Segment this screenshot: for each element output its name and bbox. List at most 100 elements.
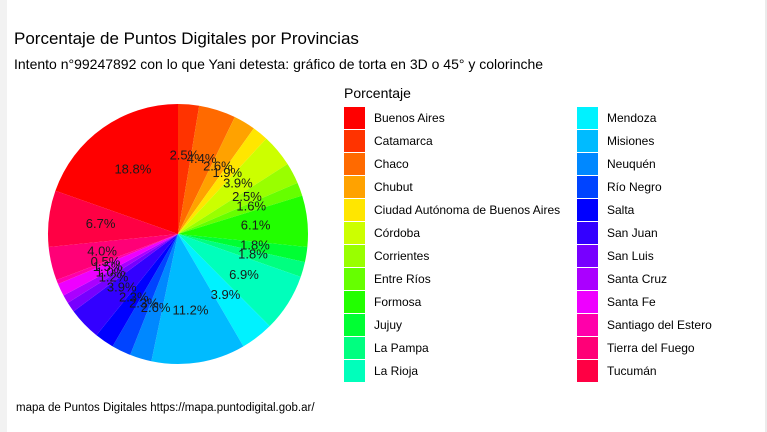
slice-label: 4.0% [87,243,117,258]
legend-key [577,314,598,336]
pie-slice [178,117,254,234]
chart-caption: mapa de Puntos Digitales https://mapa.pu… [16,402,315,414]
legend-label: San Juan [607,226,658,240]
slice-label: 1.6% [236,199,266,214]
pie-labels: 18.8%2.5%4.4%2.6%1.9%3.9%2.5%1.6%6.1%1.8… [86,148,271,318]
chart-subtitle: Intento n°99247892 con lo que Yani detes… [14,56,544,72]
slice-label: 6.9% [229,267,259,282]
legend-title: Porcentaje [344,85,411,101]
legend-key [344,199,365,221]
slice-label: 1.8% [238,247,268,262]
legend-label: Santiago del Estero [607,318,712,332]
slice-label: 6.1% [241,218,271,233]
legend-label: Santa Cruz [607,272,668,286]
legend-label: Tucumán [607,364,657,378]
pie-slice [178,234,305,277]
pie-slice [96,234,178,347]
slice-label: 2.3% [119,290,149,305]
pie-slice [112,234,178,355]
legend-label: Neuquén [607,157,656,171]
legend-key [344,176,365,198]
legend-label: Córdoba [374,226,421,240]
legend-key [577,153,598,175]
legend-label: Río Negro [607,180,662,194]
pie-slice [55,103,178,234]
legend-key [344,245,365,267]
page-edge [0,0,7,432]
legend-key [344,153,365,175]
legend-key [344,268,365,290]
legend-label: Buenos Aires [374,111,445,125]
chart-title: Porcentaje de Puntos Digitales por Provi… [14,29,359,48]
slice-label: 3.9% [107,279,137,294]
legend-label: San Luis [607,249,654,263]
slice-label: 2.5% [232,189,262,204]
legend-key [577,360,598,382]
legend-key [577,130,598,152]
legend-label: Formosa [374,295,422,309]
pie-slice [178,195,308,247]
pie-slice [178,104,200,234]
slice-label: 2.3% [129,296,159,311]
legend-key [344,337,365,359]
legend-label: Ciudad Autónoma de Buenos Aires [374,203,561,217]
legend-key [577,268,598,290]
slice-label: 2.6% [141,300,171,315]
legend-key [344,314,365,336]
pie-slice [48,190,179,247]
pie-slice [178,182,303,234]
legend-label: La Pampa [374,341,429,355]
legend-label: Chaco [374,157,409,171]
legend-label: Catamarca [374,134,433,148]
pie-slice [73,234,178,336]
legend-key [577,176,598,198]
legend-key [577,199,598,221]
slice-label: 4.4% [187,151,217,166]
pie-slice [178,234,270,347]
slice-label: 0.5% [91,254,121,269]
legend-key [577,107,598,129]
pie-slices [48,103,308,364]
pie-slice [178,234,308,263]
pie-slice [178,164,298,234]
pie-slice [178,128,267,234]
legend-label: Jujuy [374,318,403,332]
legend-key [344,222,365,244]
legend-key [577,222,598,244]
slice-label: 3.9% [211,287,241,302]
slice-label: 3.9% [223,175,253,190]
pie-slice [67,234,178,312]
slice-label: 2.6% [203,158,233,173]
slice-label: 6.7% [86,216,116,231]
legend-key [344,360,365,382]
legend-key [344,130,365,152]
legend-label: La Rioja [374,364,419,378]
legend-key [344,291,365,313]
slice-label: 1.5% [93,259,123,274]
page-edge-right [765,0,767,432]
pie-slice [151,234,244,364]
pie-slice [178,138,288,234]
slice-label: 1.0% [96,265,126,280]
legend-label: Corrientes [374,249,430,263]
slice-label: 11.2% [173,302,209,317]
slice-label: 1.2% [99,269,129,284]
legend-key [577,337,598,359]
pie-slice [178,105,235,235]
legend-label: Tierra del Fuego [607,341,695,355]
pie-slice [130,234,178,362]
pie-slice [58,234,178,296]
legend-key [344,107,365,129]
pie-slice [48,234,179,281]
slice-label: 1.9% [212,165,242,180]
slice-label: 1.8% [240,238,270,253]
legend-label: Santa Fe [607,295,656,309]
legend-label: Entre Ríos [374,272,431,286]
legend-label: Misiones [607,134,655,148]
legend-key [577,291,598,313]
slice-label: 18.8% [114,162,151,177]
legend-label: Chubut [374,180,413,194]
pie-slice [63,234,179,303]
legend-label: Mendoza [607,111,657,125]
